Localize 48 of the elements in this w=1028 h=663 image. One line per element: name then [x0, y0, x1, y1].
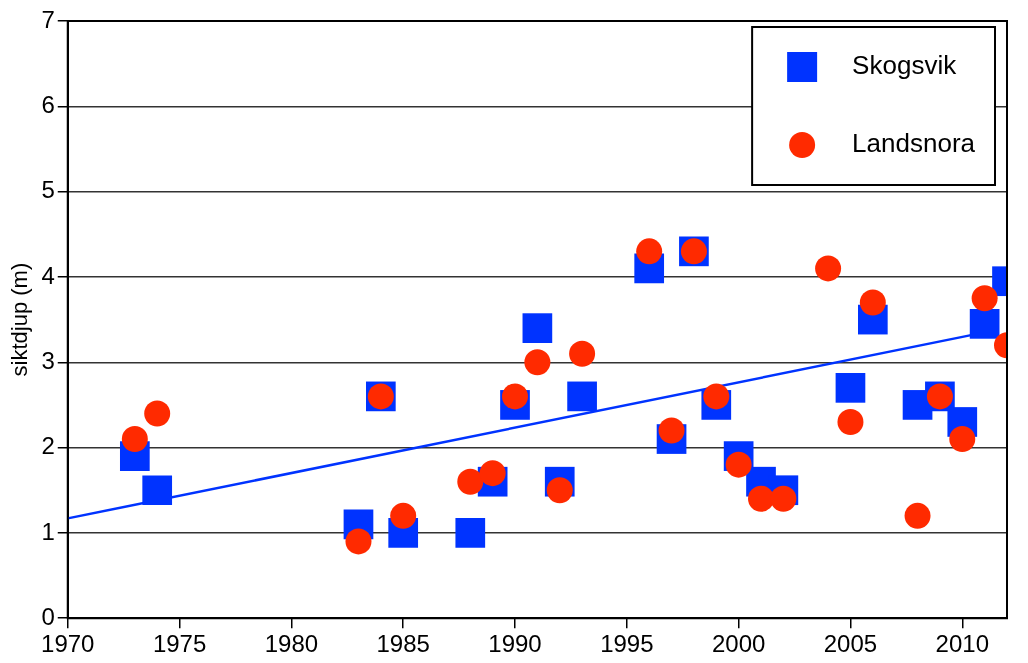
point — [725, 451, 752, 478]
x-tick-label: 1985 — [376, 630, 430, 658]
point — [835, 373, 866, 403]
y-tick-label: 6 — [41, 90, 55, 118]
point — [524, 349, 551, 376]
point — [770, 485, 797, 512]
y-axis-title: siktdjup (m) — [7, 262, 33, 377]
y-tick-label: 4 — [41, 261, 55, 289]
x-tick-label: 1990 — [488, 630, 542, 658]
point — [859, 289, 886, 316]
point — [748, 485, 775, 512]
point — [142, 475, 173, 506]
y-tick-label: 2 — [41, 432, 55, 460]
point — [969, 309, 1000, 339]
y-tick-label: 5 — [41, 176, 55, 204]
x-tick-label: 2010 — [935, 630, 989, 658]
point — [546, 477, 573, 504]
point — [390, 502, 417, 529]
point — [703, 383, 730, 410]
point — [837, 408, 864, 435]
point — [457, 468, 484, 495]
point — [971, 285, 998, 312]
point — [636, 238, 663, 265]
x-tick-label: 1995 — [600, 630, 654, 658]
legend-label: Landsnora — [852, 128, 976, 159]
legend-label: Skogsvik — [852, 50, 958, 81]
point — [522, 313, 553, 343]
x-tick-label: 1970 — [41, 630, 95, 658]
x-tick-label: 2000 — [711, 630, 766, 658]
y-tick-label: 3 — [41, 346, 55, 374]
y-tick-label: 0 — [41, 602, 55, 630]
point — [658, 417, 685, 444]
point — [121, 426, 148, 453]
point — [345, 528, 372, 555]
point — [567, 381, 597, 412]
x-tick-label: 2005 — [823, 630, 878, 658]
point — [502, 383, 529, 410]
point — [569, 340, 596, 367]
y-tick-label: 7 — [41, 5, 55, 33]
point — [949, 426, 976, 453]
point — [144, 400, 171, 427]
point — [479, 460, 506, 487]
point — [815, 255, 842, 282]
point — [455, 518, 486, 548]
x-tick-label: 1975 — [152, 630, 207, 658]
point — [904, 502, 931, 529]
y-tick-label: 1 — [41, 517, 55, 545]
x-tick-label: 1980 — [264, 630, 319, 658]
